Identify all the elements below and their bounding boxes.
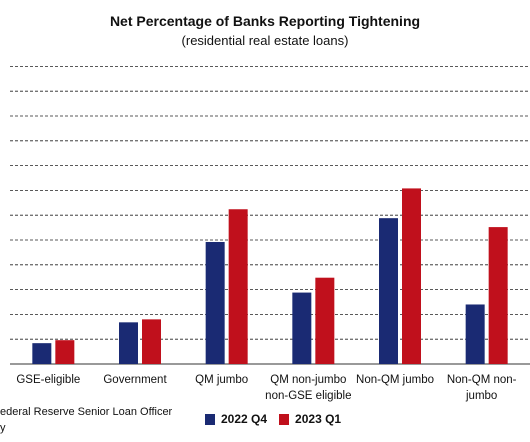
category-label: non-GSE eligible [265, 390, 351, 402]
category-label: Government [103, 374, 167, 386]
bar-2023-q1-0 [55, 340, 75, 364]
category-label: QM non-jumbo [270, 374, 346, 386]
legend-label-2022-q4: 2022 Q4 [221, 412, 268, 426]
legend-label-2023-q1: 2023 Q1 [295, 412, 342, 426]
bar-2023-q1-4 [402, 188, 421, 364]
bar-2023-q1-5 [488, 227, 508, 364]
chart-title: Net Percentage of Banks Reporting Tighte… [109, 13, 421, 29]
bar-2022-q4-2 [205, 241, 225, 364]
bar-2023-q1-2 [228, 209, 248, 364]
category-label: Non-QM jumbo [356, 374, 434, 386]
legend: 2022 Q4 2023 Q1 [205, 412, 341, 426]
bar-2022-q4-5 [465, 304, 485, 364]
legend-swatch-2023-q1 [279, 413, 290, 425]
chart-subtitle: (residential real estate loans) [181, 33, 349, 48]
legend-item-2022-q4: 2022 Q4 [205, 412, 267, 426]
source-note: ederal Reserve Senior Loan Officer y [0, 406, 173, 434]
bar-2022-q4-0 [32, 343, 52, 364]
bar-2023-q1-1 [142, 319, 161, 364]
legend-swatch-2022-q4 [205, 413, 215, 425]
bar-2022-q4-1 [119, 322, 138, 364]
bar-2022-q4-4 [379, 218, 398, 364]
category-label: GSE-eligible [16, 374, 80, 386]
category-label: jumbo [465, 390, 497, 402]
category-label: Non-QM non- [447, 374, 517, 386]
bar-2022-q4-3 [292, 292, 312, 364]
category-label: QM jumbo [195, 374, 248, 386]
legend-item-2023-q1: 2023 Q1 [279, 412, 341, 426]
bar-2023-q1-3 [315, 277, 335, 364]
